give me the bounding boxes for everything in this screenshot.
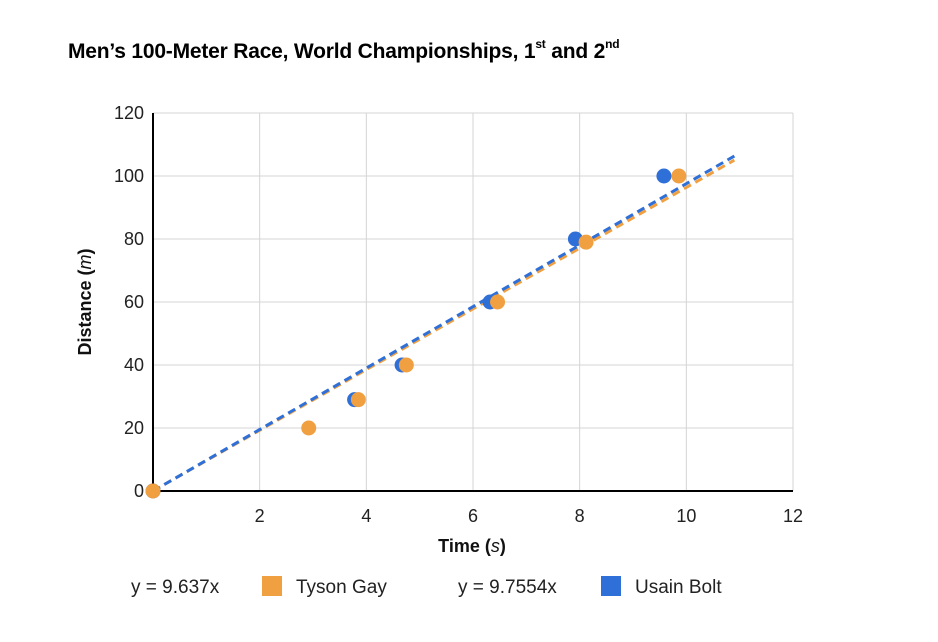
y-tick-label: 40 bbox=[124, 355, 144, 375]
point-tyson-gay bbox=[578, 234, 594, 250]
grid bbox=[153, 112, 794, 491]
legend-equation-tyson-gay: y = 9.637x bbox=[131, 577, 220, 598]
y-tick-label: 20 bbox=[124, 418, 144, 438]
legend-label-usain-bolt: Usain Bolt bbox=[635, 577, 722, 598]
point-tyson-gay bbox=[301, 420, 317, 436]
x-tick-label: 12 bbox=[783, 506, 803, 526]
point-tyson-gay bbox=[350, 392, 366, 408]
point-tyson-gay bbox=[671, 168, 687, 184]
point-tyson-gay bbox=[398, 357, 414, 373]
legend-label-tyson-gay: Tyson Gay bbox=[296, 577, 387, 598]
x-axis-title: Time (s) bbox=[438, 536, 506, 556]
y-axis-title: Distance (m) bbox=[75, 248, 95, 355]
legend: y = 9.637x Tyson Gay y = 9.7554x Usain B… bbox=[131, 576, 722, 598]
legend-equation-usain-bolt: y = 9.7554x bbox=[458, 577, 557, 598]
point-tyson-gay bbox=[145, 483, 161, 499]
x-tick-label: 6 bbox=[468, 506, 478, 526]
x-tick-label: 10 bbox=[676, 506, 696, 526]
point-tyson-gay bbox=[490, 294, 506, 310]
x-tick-label: 4 bbox=[361, 506, 371, 526]
axes bbox=[152, 113, 793, 492]
data-points bbox=[145, 168, 687, 499]
y-tick-label: 120 bbox=[114, 103, 144, 123]
chart-title: Men’s 100-Meter Race, World Championship… bbox=[68, 37, 620, 63]
y-tick-label: 100 bbox=[114, 166, 144, 186]
y-tick-label: 0 bbox=[134, 481, 144, 501]
trendlines bbox=[152, 154, 736, 493]
trendline-tyson-gay bbox=[152, 158, 736, 493]
legend-swatch-tyson-gay bbox=[262, 576, 282, 596]
legend-swatch-usain-bolt bbox=[601, 576, 621, 596]
x-tick-label: 2 bbox=[255, 506, 265, 526]
trendline-usain-bolt bbox=[152, 154, 736, 493]
y-tick-label: 80 bbox=[124, 229, 144, 249]
y-tick-label: 60 bbox=[124, 292, 144, 312]
point-usain-bolt bbox=[656, 168, 672, 184]
x-tick-label: 8 bbox=[575, 506, 585, 526]
